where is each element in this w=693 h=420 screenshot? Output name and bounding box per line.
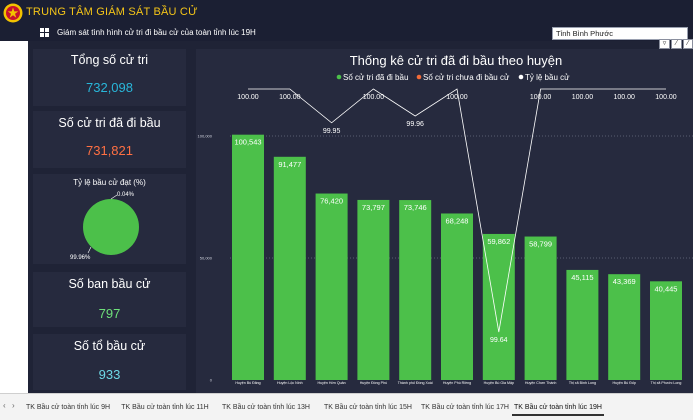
sub-header: Giám sát tình hình cử tri đi bầu cử của … — [0, 27, 693, 41]
grid-menu-icon[interactable] — [40, 28, 50, 38]
legend-item-label: Tỷ lệ bầu cử — [525, 73, 570, 82]
page-tab-bar: ‹ › TK Bầu cử toàn tỉnh lúc 9H TK Bầu cử … — [0, 393, 693, 420]
x-category-label: Huyện Đồng Phú — [360, 381, 387, 385]
bar-voted — [273, 156, 306, 380]
legend-marker — [416, 74, 422, 80]
voted-card: Số cử tri đã đi bầu 731,821 — [33, 111, 186, 168]
total-voters-label: Tổng số cử tri — [70, 53, 149, 67]
rate-value-label: 99.96 — [406, 121, 424, 128]
rate-value-label: 100.00 — [613, 94, 635, 101]
bar-value-label: 73,746 — [404, 203, 427, 212]
voting-rate-label: Tỷ lệ bầu cử đạt (%) — [73, 178, 146, 187]
x-category-label: Huyện Phú Riềng — [443, 381, 471, 385]
legend-item-label: Số cử tri đã đi bầu — [343, 73, 408, 82]
x-category-label: Huyện Bù Gia Mập — [484, 381, 514, 385]
app-title: TRUNG TÂM GIÁM SÁT BẦU CỬ — [26, 6, 198, 18]
rate-value-label: 99.64 — [490, 337, 508, 344]
rate-value-label: 100.00 — [572, 94, 594, 101]
election-teams-card: Số tổ bầu cử 933 — [33, 334, 186, 390]
legend-marker — [336, 74, 342, 80]
title-bar: TRUNG TÂM GIÁM SÁT BẦU CỬ — [0, 0, 693, 27]
x-category-label: Huyện Chơn Thành — [525, 381, 556, 385]
x-category-label: Huyện Bù Đốp — [613, 381, 636, 385]
donut-voted-slice — [83, 199, 139, 255]
donut-leader-line — [110, 194, 118, 200]
page-tab[interactable]: TK Bầu cử toàn tỉnh lúc 15H — [324, 404, 412, 411]
voting-rate-donut: 0.04% 99.96% — [70, 192, 139, 261]
donut-leader-line — [87, 246, 92, 254]
rate-value-label: 99.95 — [323, 128, 341, 135]
bar-value-label: 91,477 — [278, 160, 301, 169]
page-tab[interactable]: TK Bầu cử toàn tỉnh lúc 13H — [222, 404, 310, 411]
chart-legend: Số cử tri đã đi bầu Số cử tri chưa đi bầu… — [336, 73, 570, 82]
tab-scroll-right-icon[interactable]: › — [12, 401, 15, 410]
x-category-label: Huyện Bù Đăng — [235, 381, 260, 385]
y-tick-label: 0 — [210, 378, 213, 383]
page-subtitle: Giám sát tình hình cử tri đi bầu cử của … — [57, 28, 256, 37]
chart-title: Thống kê cử tri đã đi bầu theo huyện — [350, 53, 563, 68]
rate-line — [248, 88, 666, 333]
bar-voted — [357, 199, 390, 380]
total-voters-value: 732,098 — [86, 80, 133, 95]
election-boards-value: 797 — [98, 306, 121, 321]
bar-value-label: 40,445 — [655, 284, 678, 293]
bar-value-label: 45,115 — [571, 273, 593, 282]
rate-value-label: 100.00 — [279, 94, 301, 101]
bar-voted — [232, 134, 264, 380]
bar-value-label: 68,248 — [446, 216, 469, 225]
donut-small-label: 0.04% — [117, 192, 135, 198]
x-category-label: Thị xã Bình Long — [569, 381, 596, 385]
election-boards-label: Số ban bầu cử — [68, 277, 151, 291]
voting-rate-card: Tỷ lệ bầu cử đạt (%) 0.04% 99.96% — [33, 174, 186, 264]
bar-voted — [315, 193, 348, 380]
total-voters-card: Tổng số cử tri 732,098 — [33, 49, 186, 106]
voted-label: Số cử tri đã đi bầu — [58, 116, 161, 130]
district-chart-panel: Thống kê cử tri đã đi bầu theo huyện Số … — [196, 49, 693, 393]
bar-voted — [399, 200, 432, 380]
bar-voted — [441, 213, 473, 380]
expand-icon[interactable]: ⁄ — [683, 39, 693, 49]
y-tick-label: 100,000 — [198, 134, 213, 139]
bar-value-label: 59,862 — [487, 237, 510, 246]
bar-value-label: 43,369 — [613, 277, 636, 286]
page-tab[interactable]: TK Bầu cử toàn tỉnh lúc 17H — [421, 404, 509, 411]
page-tab[interactable]: TK Bầu cử toàn tỉnh lúc 19H — [512, 400, 604, 416]
province-select[interactable]: Tỉnh Bình Phước — [552, 27, 688, 40]
rate-value-label: 100.00 — [237, 94, 259, 101]
x-category-label: Huyện Lộc Ninh — [277, 381, 303, 385]
x-category-label: Huyện Hớn Quản — [318, 381, 346, 385]
bar-value-label: 58,799 — [529, 240, 552, 249]
bar-value-label: 73,797 — [362, 203, 385, 212]
election-boards-card: Số ban bầu cử 797 — [33, 272, 186, 327]
x-category-label: Thành phố Đồng Xoài — [398, 381, 433, 385]
legend-marker — [518, 74, 524, 80]
rate-value-label: 100.00 — [655, 94, 677, 101]
bar-value-label: 76,420 — [320, 197, 343, 206]
edit-icon[interactable]: ⁄ — [671, 39, 682, 49]
filter-icon[interactable]: ▿ — [659, 39, 670, 49]
bar-voted — [608, 274, 641, 380]
page-tab[interactable]: TK Bầu cử toàn tỉnh lúc 11H — [121, 404, 209, 411]
y-tick-label: 50,000 — [200, 256, 213, 261]
tab-scroll-left-icon[interactable]: ‹ — [3, 401, 6, 410]
page-tab[interactable]: TK Bầu cử toàn tỉnh lúc 9H — [25, 404, 111, 411]
district-bar-chart: Thống kê cử tri đã đi bầu theo huyện Số … — [198, 53, 693, 385]
bar-voted — [482, 233, 515, 380]
election-teams-value: 933 — [98, 367, 121, 382]
rate-value-label: 100.00 — [530, 94, 552, 101]
bar-voted — [650, 281, 682, 380]
donut-big-label: 99.96% — [70, 255, 91, 261]
rate-value-label: 100.00 — [363, 94, 385, 101]
bar-voted — [524, 236, 557, 380]
rate-value-label: 100.00 — [446, 94, 468, 101]
voted-value: 731,821 — [86, 143, 133, 158]
national-emblem-icon — [3, 3, 23, 23]
legend-item-label: Số cử tri chưa đi bầu cử — [423, 73, 510, 82]
bar-voted — [566, 269, 599, 380]
x-category-label: Thị xã Phước Long — [651, 381, 682, 385]
bar-value-label: 100,543 — [234, 138, 261, 147]
election-teams-label: Số tổ bầu cử — [73, 339, 146, 353]
